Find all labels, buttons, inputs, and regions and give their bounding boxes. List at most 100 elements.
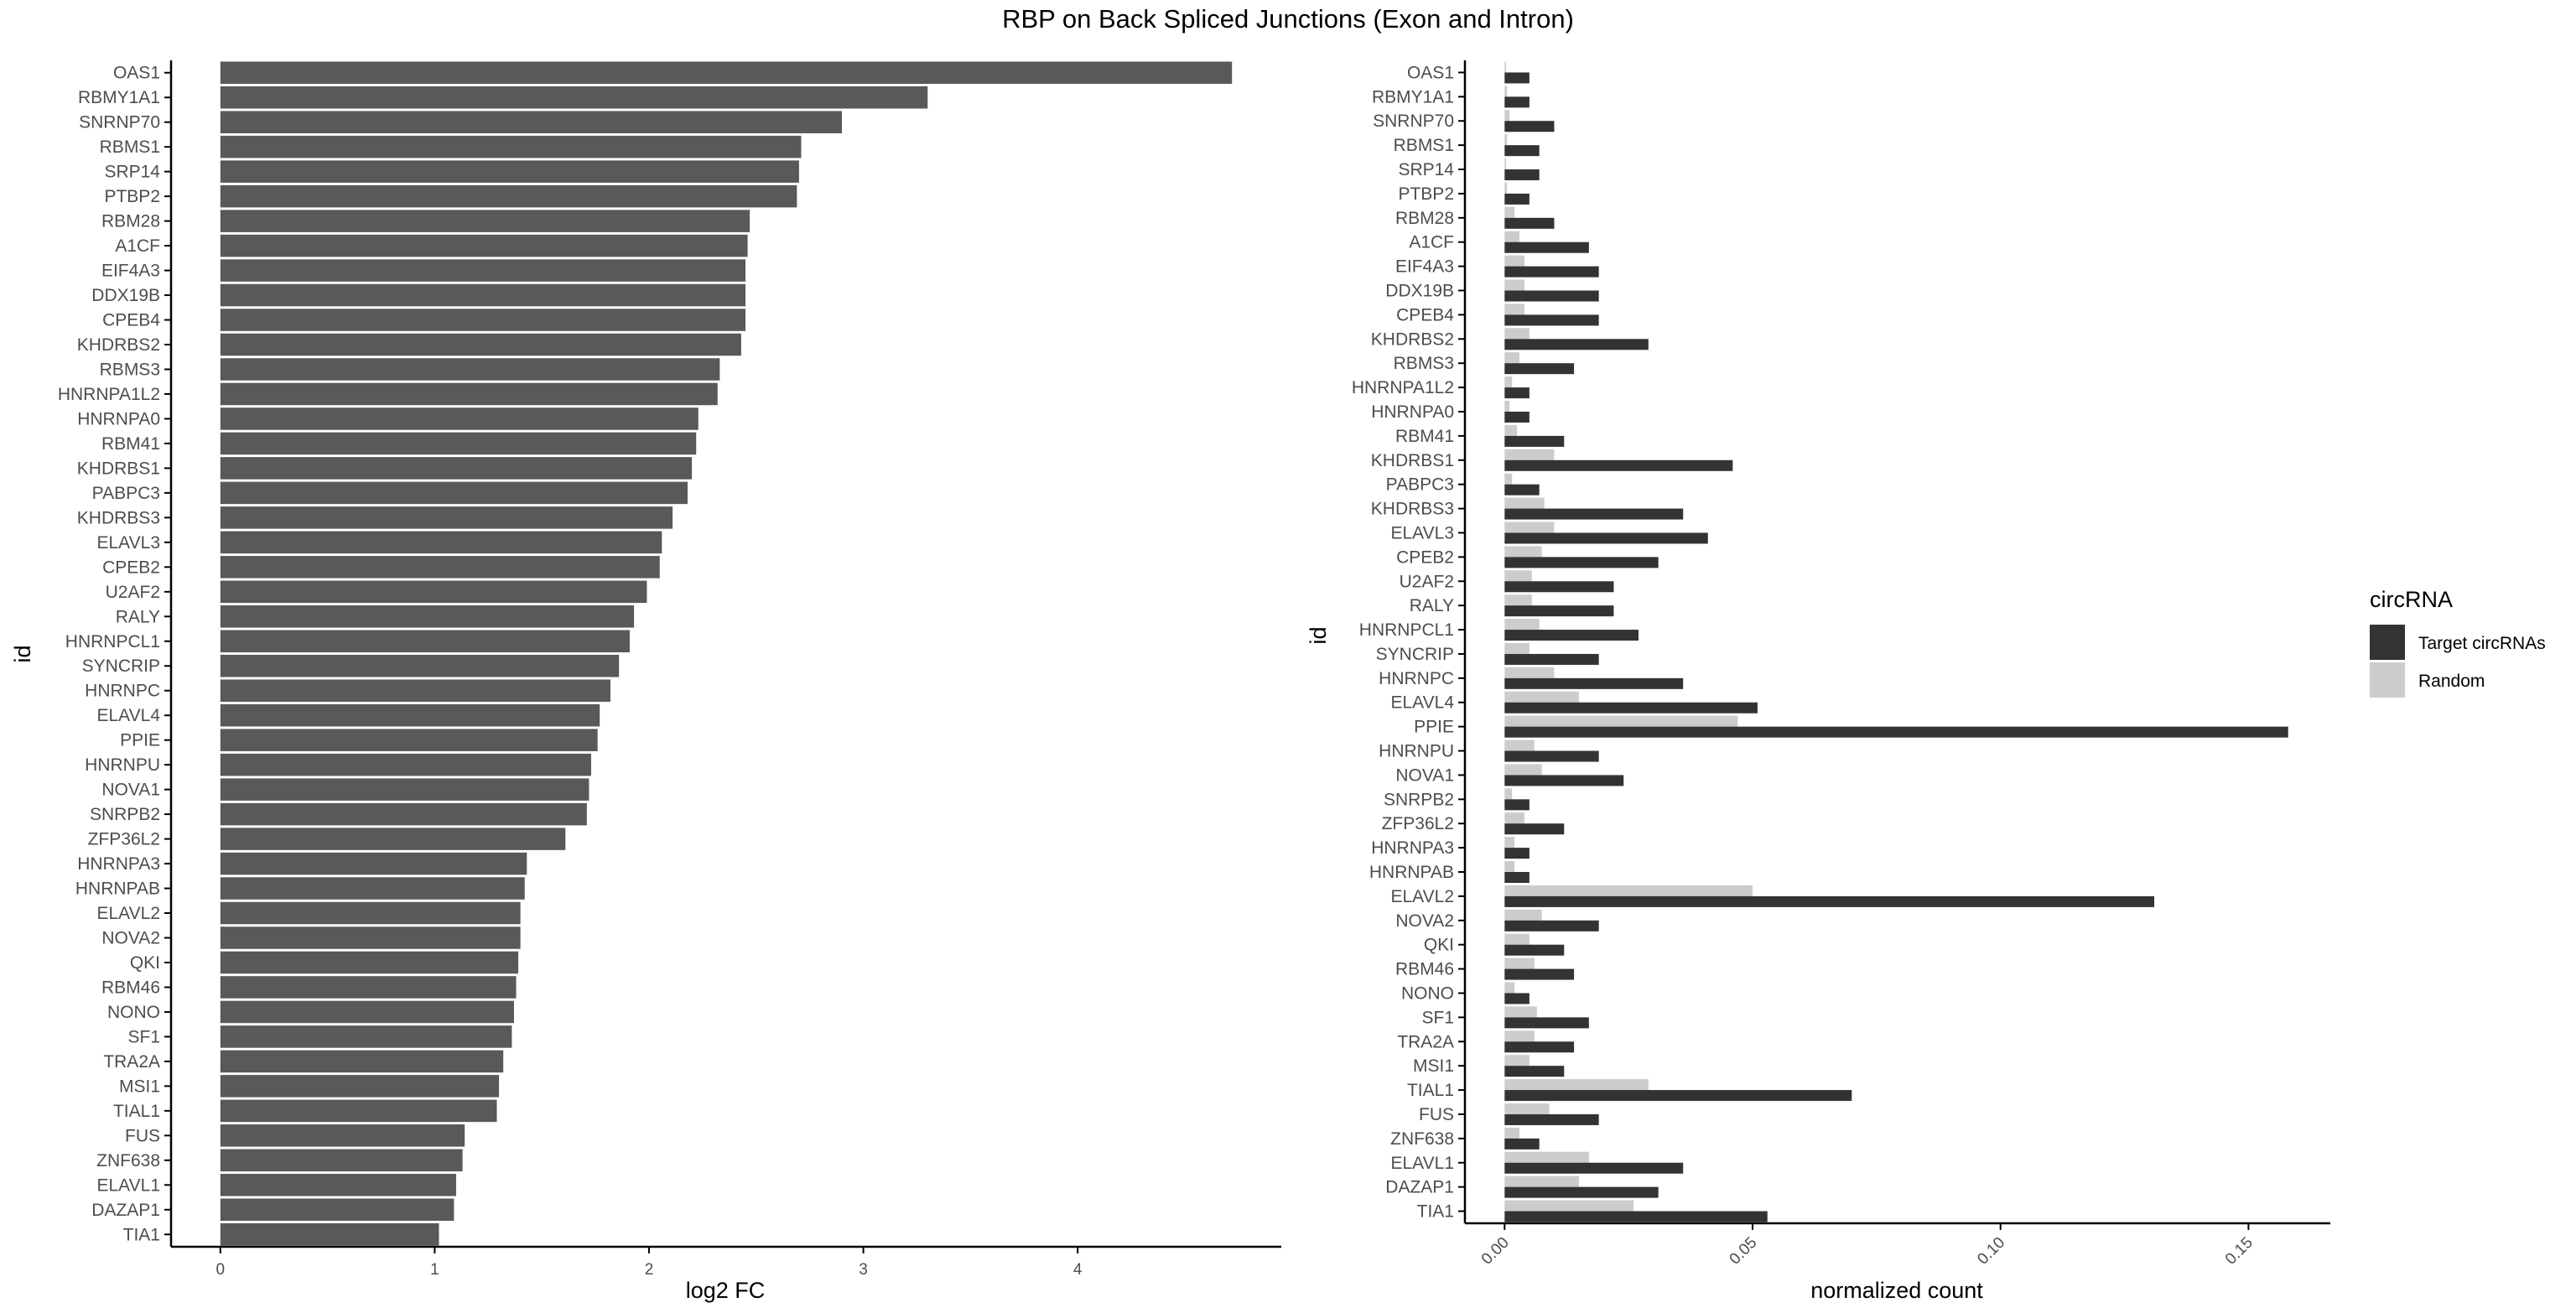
bar-random <box>1504 837 1515 849</box>
bar <box>220 753 591 776</box>
bar <box>220 605 635 628</box>
y-tick-label: HNRNPA1L2 <box>1352 378 1454 397</box>
bar-random <box>1504 110 1510 122</box>
y-tick-label: QKI <box>1424 936 1454 955</box>
bar-random <box>1504 1079 1649 1091</box>
y-tick-label: RBM28 <box>101 212 160 231</box>
bar <box>220 852 527 875</box>
y-tick-label: MSI1 <box>1413 1056 1454 1076</box>
y-tick-label: U2AF2 <box>1400 572 1454 591</box>
bar-random <box>1504 1030 1535 1042</box>
y-tick-label: TRA2A <box>103 1052 160 1072</box>
y-tick-label: ZNF638 <box>1390 1129 1454 1149</box>
right-x-axis-title: normalized count <box>1810 1278 1983 1303</box>
y-tick-label: ELAVL2 <box>97 904 161 923</box>
bar <box>220 556 660 579</box>
bar-target <box>1504 145 1540 157</box>
bar-target <box>1504 1017 1589 1029</box>
y-tick-label: HNRNPAB <box>75 880 160 899</box>
bar <box>220 61 1233 85</box>
bar-random <box>1504 376 1513 388</box>
bar <box>220 630 630 653</box>
y-tick-label: SNRPB2 <box>1384 790 1454 809</box>
bar-random <box>1504 279 1524 291</box>
bar <box>220 481 688 505</box>
log2fc-bar-panel: OAS1 RBMY1A1 SNRNP70 RBMS1 SRP14 PTBP2 RBM28 A1… <box>58 60 1281 1279</box>
bar-target <box>1504 1162 1684 1174</box>
y-tick-label: SYNCRIP <box>1376 645 1454 664</box>
bar <box>220 1075 500 1098</box>
bar <box>220 729 598 751</box>
y-tick-label: KHDRBS1 <box>1371 451 1454 470</box>
bar-random <box>1504 473 1513 485</box>
bar-target <box>1504 993 1530 1004</box>
bar-target <box>1504 217 1555 229</box>
y-tick-label: A1CF <box>115 236 160 256</box>
bar <box>220 432 697 455</box>
x-tick-label: 0.10 <box>1974 1234 2008 1269</box>
y-tick-label: HNRNPA0 <box>77 409 160 428</box>
y-tick-label: DDX19B <box>1385 282 1454 301</box>
y-tick-label: SNRPB2 <box>90 805 160 824</box>
bar-target <box>1504 1186 1659 1198</box>
bar-random <box>1504 570 1532 582</box>
bar-target <box>1504 193 1530 205</box>
bar <box>220 111 843 133</box>
x-tick-label: 2 <box>645 1261 654 1279</box>
y-tick-label: HNRNPCL1 <box>1359 620 1454 640</box>
y-tick-label: RBM28 <box>1395 209 1454 228</box>
x-tick-label: 0.00 <box>1478 1234 1513 1269</box>
y-tick-label: EIF4A3 <box>101 262 160 281</box>
bar <box>220 457 693 480</box>
bar <box>220 828 566 850</box>
y-tick-label: PTBP2 <box>1398 184 1454 204</box>
y-tick-label: FUS <box>1419 1105 1454 1124</box>
bar-target <box>1504 872 1530 884</box>
bar <box>220 382 718 406</box>
y-tick-label: HNRNPU <box>1379 742 1454 761</box>
bar-random <box>1504 1151 1589 1163</box>
bar-target <box>1504 387 1530 399</box>
x-tick-label: 0 <box>216 1261 225 1279</box>
y-tick-label: ELAVL4 <box>97 706 161 725</box>
y-tick-label: HNRNPC <box>85 682 160 701</box>
bar <box>220 877 525 900</box>
bar-random <box>1504 909 1542 921</box>
bar-target <box>1504 532 1708 544</box>
bar-target <box>1504 241 1589 253</box>
y-tick-label: U2AF2 <box>106 583 160 602</box>
y-tick-label: PABPC3 <box>1386 475 1454 495</box>
bar <box>220 259 746 282</box>
y-tick-label: EIF4A3 <box>1395 257 1454 277</box>
bar-random <box>1504 1006 1537 1018</box>
y-tick-label: RBM41 <box>1395 427 1454 446</box>
y-tick-label: NOVA1 <box>1395 765 1454 785</box>
bar <box>220 1124 465 1147</box>
bar <box>220 234 748 257</box>
y-tick-label: KHDRBS2 <box>77 335 160 355</box>
bar-random <box>1504 982 1515 994</box>
bar-target <box>1504 266 1599 278</box>
y-tick-label: SRP14 <box>1398 160 1454 179</box>
bar-random <box>1504 933 1530 945</box>
bar <box>220 654 620 677</box>
bar-target <box>1504 96 1530 108</box>
y-tick-label: NONO <box>107 1003 160 1022</box>
y-tick-label: A1CF <box>1409 233 1454 252</box>
bar-target <box>1504 411 1530 423</box>
x-tick-label: 0.05 <box>1727 1234 1761 1269</box>
bar-target <box>1504 557 1659 568</box>
bar <box>220 901 521 925</box>
bar <box>220 358 720 381</box>
y-tick-label: ELAVL2 <box>1391 887 1455 906</box>
bar <box>220 184 797 208</box>
y-tick-label: QKI <box>130 953 160 973</box>
bar <box>220 1174 456 1196</box>
y-tick-label: RBMY1A1 <box>78 88 160 107</box>
y-tick-label: SF1 <box>127 1027 160 1046</box>
bar <box>220 951 519 974</box>
bar-random <box>1504 1127 1520 1139</box>
bar-random <box>1504 134 1508 146</box>
bar-random <box>1504 424 1518 436</box>
y-tick-label: HNRNPA3 <box>1371 838 1454 858</box>
